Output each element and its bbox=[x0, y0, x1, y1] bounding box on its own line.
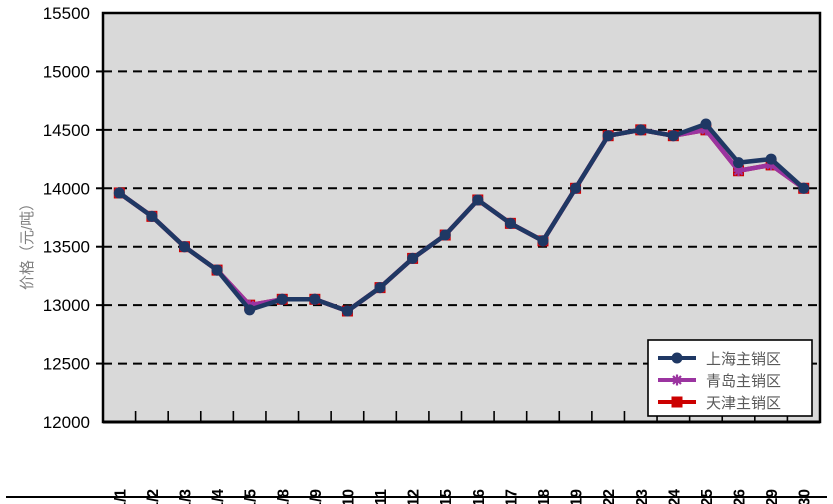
data-point-marker bbox=[635, 124, 647, 136]
legend-item[interactable]: 青岛主销区 bbox=[658, 373, 781, 390]
data-point-marker bbox=[211, 264, 223, 276]
data-point-marker bbox=[700, 124, 711, 136]
data-point-marker bbox=[537, 235, 549, 247]
y-tick-label: 15500 bbox=[43, 4, 90, 23]
y-tick-label: 12500 bbox=[43, 355, 90, 374]
legend-label: 天津主销区 bbox=[706, 395, 781, 412]
data-point-marker bbox=[341, 305, 353, 317]
data-point-marker bbox=[700, 118, 712, 130]
data-point-marker bbox=[570, 182, 582, 194]
series-circle bbox=[113, 118, 810, 317]
legend-item[interactable]: 天津主销区 bbox=[658, 395, 781, 412]
y-tick-labels-group: 12000 12500 13000 13500 14000 14500 15000 15500 bbox=[43, 4, 90, 432]
legend-item[interactable]: 上海主销区 bbox=[658, 351, 781, 368]
y-tick-label: 14000 bbox=[43, 179, 90, 198]
legend-label: 青岛主销区 bbox=[706, 373, 781, 390]
data-point-marker bbox=[765, 153, 777, 165]
data-point-marker bbox=[113, 187, 125, 199]
legend-swatch-marker bbox=[671, 352, 683, 364]
data-point-marker bbox=[472, 194, 484, 206]
y-axis-title: 价格（元/吨） bbox=[19, 196, 36, 290]
data-point-marker bbox=[146, 210, 158, 222]
data-point-marker bbox=[276, 293, 288, 305]
legend-label: 上海主销区 bbox=[706, 351, 781, 368]
data-point-marker bbox=[733, 165, 744, 177]
data-series-group bbox=[113, 118, 810, 317]
y-tick-label: 15000 bbox=[43, 62, 90, 81]
data-point-marker bbox=[766, 159, 777, 171]
series-line bbox=[117, 121, 806, 314]
data-point-marker bbox=[602, 130, 614, 142]
legend-swatch-marker bbox=[672, 374, 682, 386]
y-tick-label: 13000 bbox=[43, 296, 90, 315]
y-tick-label: 13500 bbox=[43, 238, 90, 257]
data-point-marker bbox=[407, 252, 419, 264]
data-point-marker bbox=[244, 304, 256, 316]
data-point-marker bbox=[667, 130, 679, 142]
legend-swatch-marker bbox=[671, 396, 683, 408]
data-point-marker bbox=[178, 241, 190, 253]
data-point-marker bbox=[439, 229, 451, 241]
data-point-marker bbox=[733, 157, 745, 169]
y-tick-label: 14500 bbox=[43, 121, 90, 140]
y-tick-label: 12000 bbox=[43, 413, 90, 432]
data-point-marker bbox=[309, 293, 321, 305]
data-point-marker bbox=[798, 182, 810, 194]
data-point-marker bbox=[374, 282, 386, 294]
data-point-marker bbox=[504, 217, 516, 229]
